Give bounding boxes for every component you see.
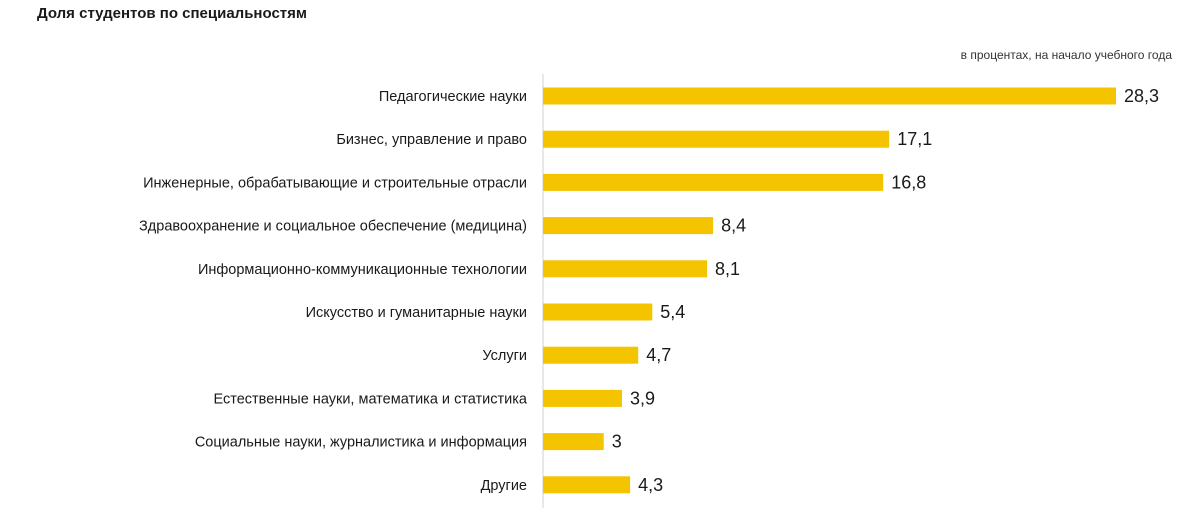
value-label-1: 17,1	[897, 129, 932, 149]
chart-title: Доля студентов по специальностям	[37, 5, 307, 22]
category-label-1: Бизнес, управление и право	[336, 132, 527, 148]
bar-6	[543, 346, 639, 364]
bar-7	[543, 389, 622, 407]
category-label-9: Другие	[481, 478, 527, 494]
category-label-8: Социальные науки, журналистика и информа…	[195, 435, 527, 451]
category-label-5: Искусство и гуманитарные науки	[306, 305, 527, 321]
value-label-4: 8,1	[715, 259, 740, 279]
value-label-2: 16,8	[891, 172, 926, 192]
bar-4	[543, 260, 707, 278]
bar-3	[543, 217, 714, 235]
value-label-9: 4,3	[638, 475, 663, 495]
bar-8	[543, 433, 604, 451]
bar-1	[543, 130, 890, 148]
bars-group: Педагогические науки 28,3 Бизнес, управлен…	[139, 86, 1159, 495]
value-label-5: 5,4	[660, 302, 685, 322]
chart-subtitle: в процентах, на начало учебного года	[960, 48, 1172, 62]
value-label-3: 8,4	[721, 216, 746, 236]
value-label-0: 28,3	[1124, 86, 1159, 106]
value-label-6: 4,7	[646, 345, 671, 365]
category-label-0: Педагогические науки	[379, 89, 527, 105]
value-label-8: 3	[612, 432, 622, 452]
category-label-6: Услуги	[482, 348, 527, 364]
bar-0	[543, 87, 1116, 105]
category-label-7: Естественные науки, математика и статист…	[213, 391, 527, 407]
category-label-3: Здравоохранение и социальное обеспечение…	[139, 219, 527, 235]
category-label-2: Инженерные, обрабатывающие и строительны…	[143, 175, 527, 191]
bar-9	[543, 476, 631, 494]
value-label-7: 3,9	[630, 388, 655, 408]
bar-5	[543, 303, 653, 321]
category-label-4: Информационно-коммуникационные технологи…	[198, 262, 527, 278]
bar-2	[543, 173, 884, 191]
